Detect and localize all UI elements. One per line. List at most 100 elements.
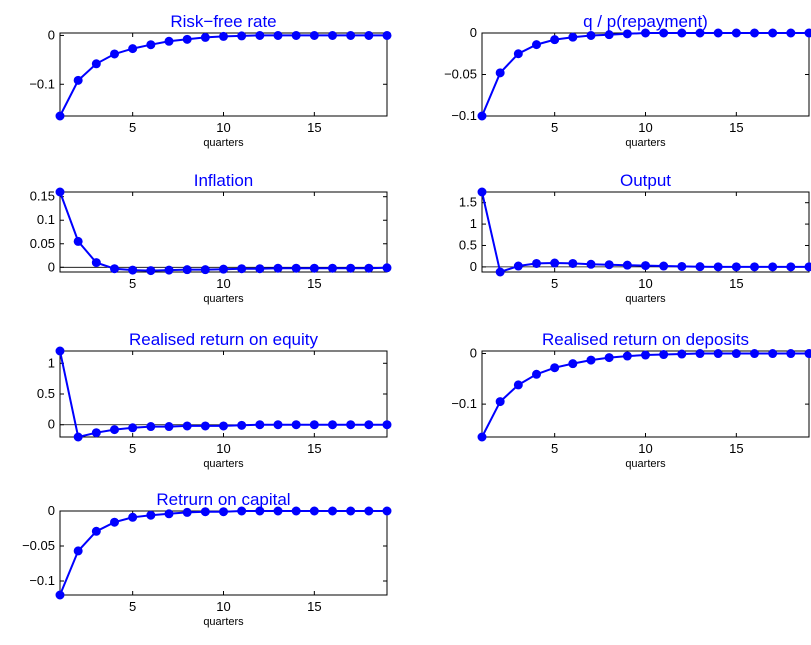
data-point [309,263,319,273]
data-point [346,30,356,40]
data-point [495,397,505,407]
data-point [677,261,687,271]
y-tick-label: 0.1 [37,212,55,227]
x-tick-label: 15 [729,276,743,291]
data-point [586,355,596,365]
y-tick-label: 0 [48,503,55,518]
data-point [328,30,337,40]
data-point [237,264,247,274]
x-axis-label: quarters [625,293,666,305]
data-point [641,28,650,38]
data-point [110,264,119,274]
data-point [550,363,560,373]
data-point [713,349,723,359]
data-point [677,349,687,359]
data-point [768,28,778,38]
data-point [495,267,505,277]
data-point [346,263,356,273]
data-point [200,32,210,42]
y-tick-label: −0.1 [29,573,55,588]
data-point [550,258,560,268]
subplot-4: 5 10 15 1.5 1 0.5 0 Output quarters [459,171,811,305]
x-tick-label: 10 [638,276,652,291]
data-point [382,263,392,273]
subplot-7: 5 10 15 0 −0.05 −0.1 Retrurn on capital quarter… [22,490,392,628]
data-point [128,512,138,522]
data-point [219,31,228,41]
data-point [695,349,705,359]
y-tick-label: 0 [48,417,55,432]
y-tick-label: 0.05 [30,236,55,251]
data-point [731,262,741,272]
y-tick-label: 0.5 [37,386,55,401]
series-line [59,191,388,272]
data-point [364,420,374,430]
data-point [291,263,301,273]
y-tick-label: 1 [470,216,477,231]
data-point [786,262,796,272]
chart-title: Realised return on deposits [542,330,749,349]
data-point [768,349,778,359]
data-point [291,506,301,516]
data-point [255,506,265,516]
data-point [91,526,101,536]
data-point [73,236,83,246]
data-point [73,75,83,85]
data-point [328,506,337,516]
data-point [731,28,741,38]
chart-title: Inflation [194,171,254,190]
data-point [200,507,210,517]
data-point [273,420,283,430]
data-point [513,49,523,59]
data-point [73,546,83,556]
subplot-1: 5 10 15 0 −0.1 Risk−free rate quarters [29,12,392,149]
subplot-5: 5 10 15 1 0.5 0 Realised return on equity quart… [37,330,392,470]
data-point [237,31,247,41]
x-tick-label: 5 [129,120,136,135]
data-point [73,432,83,442]
data-point [659,28,669,38]
data-point [164,422,174,432]
series-line [481,352,809,438]
data-point [346,420,356,430]
data-point [382,30,392,40]
x-tick-label: 15 [307,120,321,135]
y-tick-label: 0 [470,25,477,40]
data-point [568,258,578,268]
data-point [659,350,669,360]
data-point [604,353,614,363]
y-tick-label: 1.5 [459,195,477,210]
data-point [91,258,101,268]
data-point [273,263,283,273]
data-point [364,263,374,273]
data-point [750,349,759,359]
x-axis-label: quarters [625,137,666,149]
data-point [255,30,265,40]
x-tick-label: 5 [129,599,136,614]
data-point [182,34,192,44]
data-point [586,30,596,40]
data-point [55,187,65,197]
data-point [641,350,650,360]
data-point [695,28,705,38]
axes-frame [59,32,388,117]
data-point [731,349,741,359]
x-tick-label: 10 [638,120,652,135]
subplot-3: 5 10 15 0.15 0.1 0.05 0 Inflation quarters [30,171,392,305]
data-point [182,265,192,275]
data-point [477,432,487,442]
data-point [219,264,228,274]
data-point [164,509,174,519]
x-tick-label: 15 [307,276,321,291]
subplot-6: 5 10 15 0 −0.1 Realised return on deposits qua… [451,330,811,470]
data-point [695,262,705,272]
y-tick-label: −0.05 [22,538,55,553]
y-tick-label: 1 [48,355,55,370]
data-point [768,262,778,272]
x-tick-label: 5 [129,441,136,456]
data-point [110,49,119,59]
data-point [128,265,138,275]
data-point [110,425,119,435]
chart-title: Risk−free rate [170,12,276,31]
